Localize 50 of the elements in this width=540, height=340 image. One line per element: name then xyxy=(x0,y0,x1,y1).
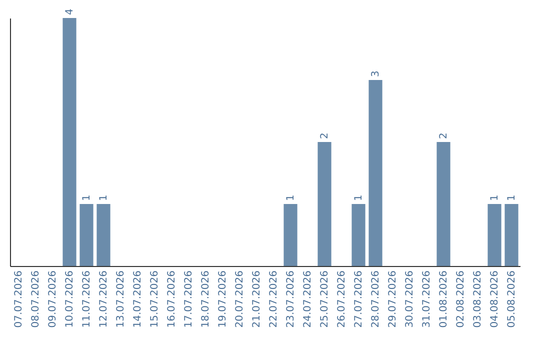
x-tick-label: 28.07.2026 xyxy=(370,270,382,328)
data-label: 3 xyxy=(370,70,382,77)
x-tick-label: 01.08.2026 xyxy=(438,270,450,328)
x-tick-label: 21.07.2026 xyxy=(252,270,262,328)
data-label: 1 xyxy=(354,194,364,201)
data-label: 1 xyxy=(82,194,92,201)
data-label: 1 xyxy=(490,194,500,201)
bar xyxy=(80,204,94,266)
x-tick-label: 15.07.2026 xyxy=(150,270,160,328)
bar xyxy=(436,142,450,266)
x-tick-label: 18.07.2026 xyxy=(200,270,212,328)
data-label: 1 xyxy=(506,194,518,201)
data-label: 1 xyxy=(286,194,296,201)
x-tick-label: 30.07.2026 xyxy=(404,270,416,328)
x-tick-label: 14.07.2026 xyxy=(132,270,144,328)
data-label: 4 xyxy=(64,8,76,15)
bar xyxy=(368,80,382,266)
x-tick-label: 13.07.2026 xyxy=(116,270,126,328)
x-tick-label: 12.07.2026 xyxy=(98,270,110,328)
bar xyxy=(62,18,76,266)
x-tick-label: 07.07.2026 xyxy=(14,270,24,328)
bar xyxy=(504,204,518,266)
x-tick-label: 16.07.2026 xyxy=(166,270,178,328)
x-tick-label: 27.07.2026 xyxy=(354,270,364,328)
x-tick-label: 08.07.2026 xyxy=(30,270,42,328)
x-tick-label: 25.07.2026 xyxy=(320,270,330,328)
bar xyxy=(318,142,332,266)
x-tick-label: 02.08.2026 xyxy=(456,270,466,328)
x-tick-label: 09.07.2026 xyxy=(48,270,58,328)
x-tick-label: 04.08.2026 xyxy=(490,270,500,328)
bar xyxy=(96,204,110,266)
x-tick-label: 29.07.2026 xyxy=(388,270,398,328)
x-tick-label: 20.07.2026 xyxy=(234,270,246,328)
data-label: 1 xyxy=(98,194,110,201)
x-tick-label: 24.07.2026 xyxy=(302,270,314,328)
x-tick-label: 26.07.2026 xyxy=(336,270,348,328)
data-label: 2 xyxy=(320,132,330,139)
x-tick-label: 05.08.2026 xyxy=(506,270,518,328)
data-label: 2 xyxy=(438,132,450,139)
bar xyxy=(352,204,366,266)
x-tick-label: 10.07.2026 xyxy=(64,270,76,328)
x-tick-label: 31.07.2026 xyxy=(422,270,432,328)
x-tick-label: 03.08.2026 xyxy=(472,270,484,328)
x-tick-label: 19.07.2026 xyxy=(218,270,228,328)
x-tick-label: 23.07.2026 xyxy=(286,270,296,328)
x-tick-label: 22.07.2026 xyxy=(268,270,280,328)
x-tick-label: 17.07.2026 xyxy=(184,270,194,328)
bar xyxy=(284,204,298,266)
x-tick-label: 11.07.2026 xyxy=(82,270,92,328)
bar xyxy=(488,204,502,266)
